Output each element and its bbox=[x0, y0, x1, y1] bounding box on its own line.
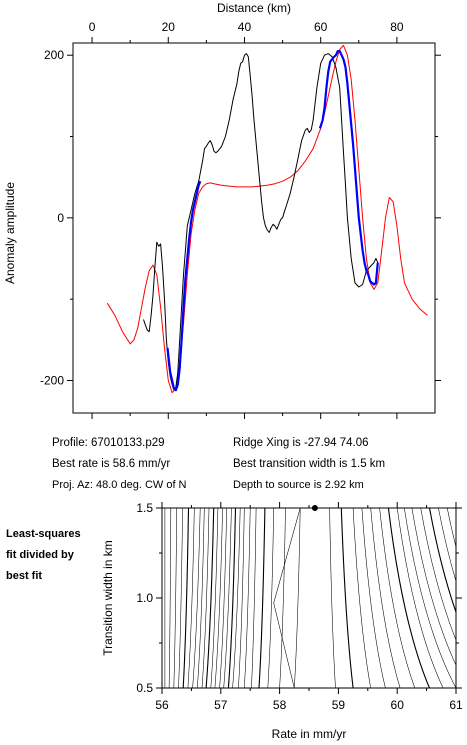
contour-x-tick-label: 58 bbox=[273, 698, 287, 712]
contour-line bbox=[267, 508, 274, 688]
contour-x-tick-label: 57 bbox=[214, 698, 228, 712]
contour-line bbox=[178, 508, 183, 688]
contour-line bbox=[251, 508, 257, 688]
note-line: fit divided by bbox=[6, 549, 74, 561]
contour-line bbox=[329, 508, 336, 688]
contour-y-axis-label: Transition width in km bbox=[101, 540, 115, 656]
projection-azimuth-label: Proj. Az: 48.0 deg. CW of N bbox=[52, 479, 187, 491]
top-x-axis-label: Distance (km) bbox=[217, 1, 291, 15]
fitted-series-line bbox=[166, 180, 202, 392]
contour-y-tick-label: 0.5 bbox=[136, 681, 153, 695]
best-transition-label: Best transition width is 1.5 km bbox=[233, 458, 386, 470]
top-x-tick-label: 40 bbox=[238, 20, 252, 34]
contour-x-tick-label: 60 bbox=[391, 698, 405, 712]
contour-line bbox=[446, 508, 456, 548]
contour-y-tick-label: 1.5 bbox=[136, 501, 153, 515]
top-y-axis-label: Anomaly amplitude bbox=[3, 182, 17, 284]
contour-line bbox=[387, 508, 431, 688]
top-x-tick-label: 0 bbox=[89, 20, 96, 34]
top-y-tick-label: -200 bbox=[40, 373, 64, 387]
contour-line bbox=[192, 508, 201, 688]
contour-line bbox=[361, 508, 386, 688]
ridge-crossing-label: Ridge Xing is -27.94 74.06 bbox=[233, 437, 369, 449]
contour-line bbox=[273, 508, 301, 688]
contour-line bbox=[187, 508, 195, 688]
contour-line bbox=[238, 508, 245, 688]
top-x-tick-label: 20 bbox=[162, 20, 176, 34]
top-x-tick-label: 80 bbox=[390, 20, 404, 34]
contour-line bbox=[201, 508, 210, 688]
best-fit-point bbox=[311, 505, 318, 511]
contour-x-ticks: 56 57 58 59 60 61 bbox=[155, 502, 463, 712]
top-y-ticks: -200 0 200 bbox=[40, 48, 441, 387]
contour-y-tick-label: 1.0 bbox=[136, 591, 153, 605]
contour-line bbox=[232, 508, 241, 688]
contour-line bbox=[420, 508, 456, 641]
contour-line bbox=[294, 508, 301, 688]
contour-line bbox=[210, 508, 219, 688]
observed-series-line bbox=[143, 53, 379, 391]
misfit-contour-chart: 56 57 58 59 60 61 0.5 1.0 1.5 Rate in mm/yr Tra… bbox=[101, 501, 463, 741]
contour-line bbox=[352, 508, 371, 688]
contour-x-axis-label: Rate in mm/yr bbox=[272, 727, 347, 741]
top-y-tick-label: 0 bbox=[57, 211, 64, 225]
contour-line bbox=[340, 508, 354, 688]
top-series-lines bbox=[106, 44, 428, 394]
contour-line bbox=[370, 508, 401, 688]
contour-line bbox=[168, 508, 172, 688]
contour-lines bbox=[164, 508, 456, 688]
contour-line bbox=[197, 508, 205, 688]
contour-x-tick-label: 56 bbox=[155, 698, 169, 712]
model-series-line bbox=[106, 44, 428, 394]
note-line: best fit bbox=[6, 570, 43, 582]
top-x-tick-label: 60 bbox=[314, 20, 328, 34]
contour-line bbox=[205, 508, 215, 688]
contour-line bbox=[223, 508, 232, 688]
top-plot-frame bbox=[72, 42, 436, 414]
fitted-series-line bbox=[318, 50, 379, 286]
contour-line bbox=[244, 508, 251, 688]
contour-line bbox=[396, 508, 444, 688]
contour-line bbox=[379, 508, 416, 688]
contour-line bbox=[219, 508, 227, 688]
least-squares-note: Least-squares fit divided by best fit bbox=[6, 524, 96, 587]
contour-line bbox=[411, 508, 456, 666]
contour-line bbox=[279, 508, 286, 688]
contour-line bbox=[214, 508, 223, 688]
note-line: Least-squares bbox=[6, 528, 81, 540]
anomaly-profile-chart: 0 20 40 60 80 -200 0 200 Distance (km) Anomaly… bbox=[3, 1, 441, 419]
top-y-tick-label: 200 bbox=[44, 48, 64, 62]
contour-plot-frame bbox=[161, 507, 457, 689]
top-x-ticks: 0 20 40 60 80 bbox=[89, 20, 404, 419]
contour-x-tick-label: 59 bbox=[332, 698, 346, 712]
profile-label: Profile: 67010133.p29 bbox=[52, 437, 165, 449]
contour-x-tick-label: 61 bbox=[449, 698, 463, 712]
depth-to-source-label: Depth to source is 2.92 km bbox=[233, 479, 364, 491]
contour-line bbox=[182, 508, 190, 688]
best-rate-label: Best rate is 58.6 mm/yr bbox=[52, 458, 171, 470]
contour-line bbox=[227, 508, 237, 688]
contour-line bbox=[258, 508, 266, 688]
contour-line bbox=[438, 508, 456, 583]
contour-y-ticks: 0.5 1.0 1.5 bbox=[136, 501, 462, 695]
contour-line bbox=[173, 508, 177, 688]
contour-line bbox=[404, 508, 456, 688]
